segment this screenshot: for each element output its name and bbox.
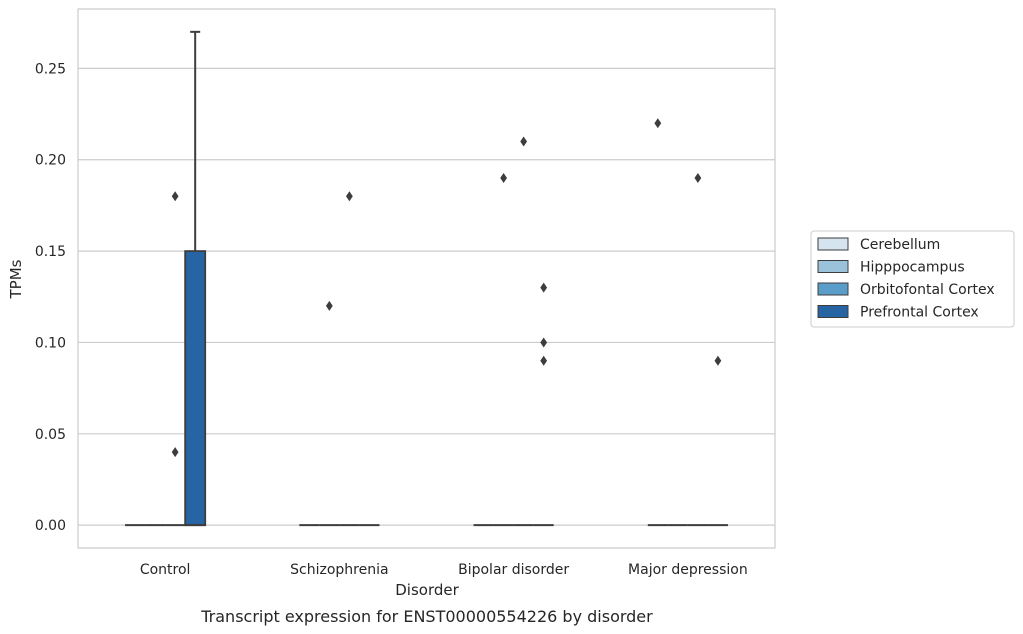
outlier-point (500, 173, 508, 184)
x-tick-label: Bipolar disorder (458, 562, 569, 578)
x-axis-ticks: Control Schizophrenia Bipolar disorder Majo… (140, 562, 748, 578)
legend-label: Orbitofontal Cortex (860, 282, 995, 298)
x-tick-label: Major depression (628, 562, 748, 578)
legend-label: Prefrontal Cortex (860, 305, 979, 321)
outlier-point (325, 300, 333, 311)
outlier-point (540, 337, 548, 348)
y-tick-label: 0.00 (35, 518, 66, 534)
chart-caption: Transcript expression for ENST0000055422… (200, 607, 653, 626)
legend-swatch (817, 237, 849, 251)
legend-item: Hipppocampus (817, 260, 965, 276)
outlier-point (694, 173, 702, 184)
y-tick-label: 0.10 (35, 335, 66, 351)
outlier-point (345, 191, 353, 202)
x-tick-label: Schizophrenia (290, 562, 388, 578)
box-body (184, 250, 207, 527)
outlier-point (540, 282, 548, 293)
legend: Cerebellum Hipppocampus Orbitofontal Corte… (810, 230, 1015, 328)
outlier-point (171, 191, 179, 202)
y-axis-ticks: 0.00 0.05 0.10 0.15 0.20 0.25 (35, 61, 66, 534)
y-tick-label: 0.25 (35, 61, 66, 77)
legend-swatch (817, 260, 849, 273)
legend-item: Cerebellum (817, 237, 940, 253)
plot-area (77, 8, 776, 549)
legend-label: Hipppocampus (860, 260, 965, 276)
outlier-point (171, 447, 179, 458)
y-tick-label: 0.20 (35, 153, 66, 169)
legend-item: Orbitofontal Cortex (817, 282, 995, 298)
legend-item: Prefrontal Cortex (817, 305, 979, 321)
outlier-point (714, 355, 722, 366)
legend-label: Cerebellum (860, 237, 940, 253)
legend-swatch (817, 305, 849, 318)
x-tick-label: Control (140, 562, 191, 578)
outlier-point (520, 136, 528, 147)
y-axis-title: TPMs (7, 259, 25, 299)
outlier-point (654, 118, 662, 129)
x-axis-title: Disorder (395, 581, 459, 599)
legend-swatch (817, 282, 849, 296)
legend-frame (810, 230, 1015, 328)
outliers-layer (171, 118, 722, 458)
outlier-point (540, 355, 548, 366)
box (184, 30, 207, 527)
y-tick-label: 0.15 (35, 244, 66, 260)
y-tick-label: 0.05 (35, 427, 66, 443)
boxes-layer (125, 30, 728, 527)
